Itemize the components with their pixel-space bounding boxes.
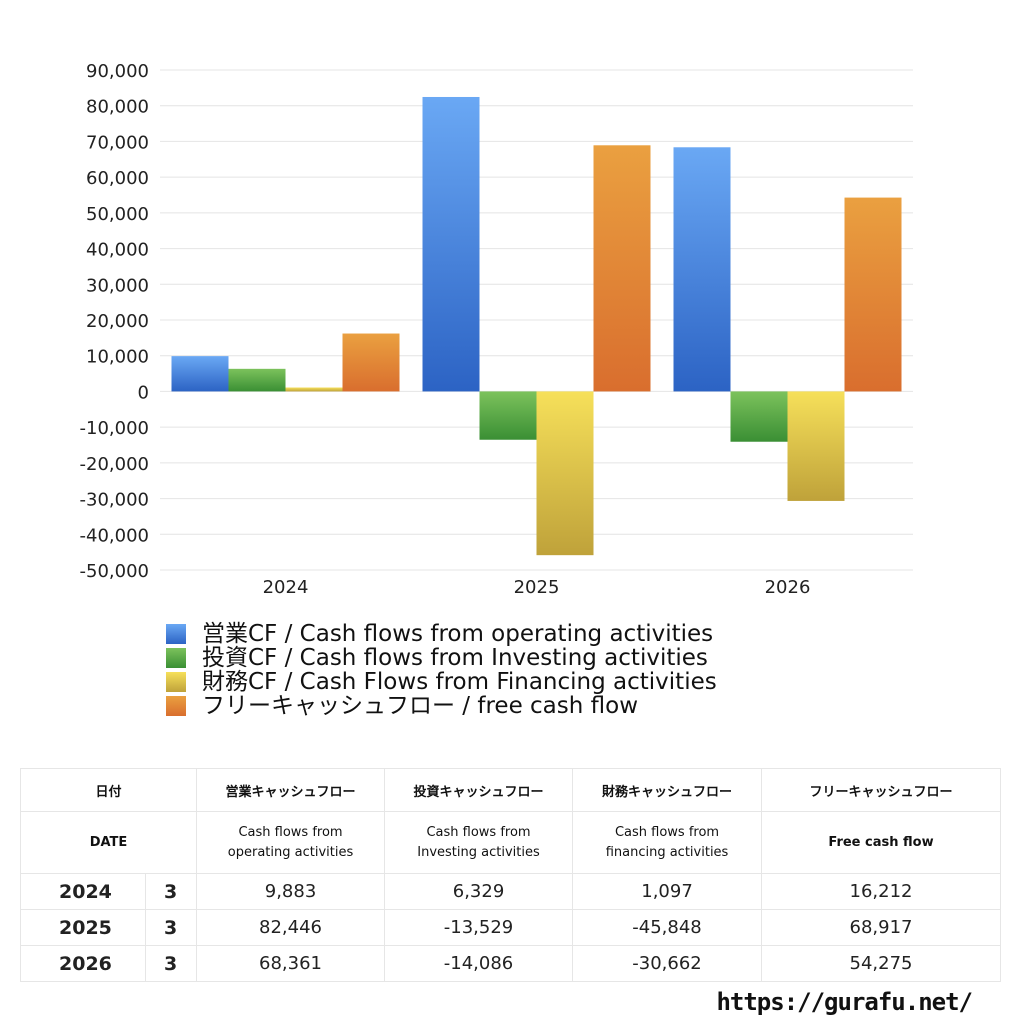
y-tick-label: 70,000 xyxy=(86,132,149,153)
row-month: 3 xyxy=(144,909,198,946)
header-free-jp: フリーキャッシュフロー xyxy=(761,768,1002,812)
row-financing: -30,662 xyxy=(572,945,763,982)
bar-2024-series-1 xyxy=(228,368,286,392)
y-tick-label: -20,000 xyxy=(80,454,149,475)
header-investing-en: Cash flows from Investing activities xyxy=(384,811,574,874)
site-credit: https://gurafu.net/ xyxy=(716,988,973,1016)
x-tick-label: 2024 xyxy=(263,577,309,598)
y-tick-label: 30,000 xyxy=(86,275,149,296)
header-investing-en-line1: Cash flows from xyxy=(426,824,531,840)
header-operating-en-line1: Cash flows from xyxy=(238,824,343,840)
row-investing: 6,329 xyxy=(384,873,574,910)
header-operating-en-line2: operating activities xyxy=(227,844,354,860)
legend-label-investing: 投資CF / Cash flows from Investing activit… xyxy=(202,645,708,671)
table-row: 2026 3 68,361 -14,086 -30,662 54,275 xyxy=(20,945,1002,982)
y-tick-label: 10,000 xyxy=(86,347,149,368)
bar-2025-series-0 xyxy=(422,96,480,392)
legend-swatch-financing xyxy=(166,672,186,692)
header-investing-en-line2: Investing activities xyxy=(417,844,540,860)
header-date-jp: 日付 xyxy=(19,768,198,812)
table-header-jp: 日付 営業キャッシュフロー 投資キャッシュフロー 財務キャッシュフロー フリーキ… xyxy=(19,768,1002,812)
x-tick-label: 2026 xyxy=(765,577,811,598)
y-axis-tick-labels: 90,000 80,000 70,000 60,000 50,000 40,000 30,0… xyxy=(80,61,149,582)
header-operating-jp: 営業キャッシュフロー xyxy=(196,768,386,812)
legend-item-operating: 営業CF / Cash flows from operating activit… xyxy=(166,622,717,646)
bar-2026-series-1 xyxy=(730,391,788,442)
row-year: 2026 xyxy=(20,945,146,982)
bar-2026-series-3 xyxy=(844,197,902,392)
row-investing: -14,086 xyxy=(384,945,574,982)
bar-2026-series-0 xyxy=(673,147,731,392)
y-tick-label: 0 xyxy=(138,382,149,403)
row-year: 2024 xyxy=(20,873,146,910)
table-header-en: DATE Cash flows from operating activities… xyxy=(19,811,1002,874)
legend-swatch-investing xyxy=(166,648,186,668)
legend-swatch-operating xyxy=(166,624,186,644)
legend-item-financing: 財務CF / Cash Flows from Financing activit… xyxy=(166,670,717,694)
header-financing-en-line2: financing activities xyxy=(605,844,729,860)
row-free: 16,212 xyxy=(761,873,1002,910)
header-date-en: DATE xyxy=(19,811,198,874)
legend-item-investing: 投資CF / Cash flows from Investing activit… xyxy=(166,646,717,670)
bar-2026-series-2 xyxy=(787,391,845,501)
row-operating: 82,446 xyxy=(196,909,386,946)
row-financing: -45,848 xyxy=(572,909,763,946)
row-operating: 9,883 xyxy=(196,873,386,910)
y-tick-label: 40,000 xyxy=(86,240,149,261)
y-tick-label: 90,000 xyxy=(86,61,149,82)
cash-flow-table: 日付 営業キャッシュフロー 投資キャッシュフロー 財務キャッシュフロー フリーキ… xyxy=(19,768,1002,982)
bar-2024-series-3 xyxy=(342,333,400,392)
y-tick-label: 20,000 xyxy=(86,311,149,332)
row-financing: 1,097 xyxy=(572,873,763,910)
legend-swatch-free xyxy=(166,696,186,716)
header-financing-jp: 財務キャッシュフロー xyxy=(572,768,763,812)
row-free: 54,275 xyxy=(761,945,1002,982)
legend-label-operating: 営業CF / Cash flows from operating activit… xyxy=(202,621,714,647)
row-investing: -13,529 xyxy=(384,909,574,946)
bar-2025-series-2 xyxy=(536,391,594,556)
bar-2024-series-2 xyxy=(285,387,343,392)
row-month: 3 xyxy=(144,873,198,910)
table-row: 2024 3 9,883 6,329 1,097 16,212 xyxy=(20,873,1002,910)
y-tick-label: -30,000 xyxy=(80,490,149,511)
chart-legend: 営業CF / Cash flows from operating activit… xyxy=(166,622,717,718)
bar-2024-series-0 xyxy=(171,356,229,392)
legend-label-financing: 財務CF / Cash Flows from Financing activit… xyxy=(202,669,717,695)
bars xyxy=(171,96,902,556)
y-tick-label: -40,000 xyxy=(80,525,149,546)
y-tick-label: -50,000 xyxy=(80,561,149,582)
header-financing-en-line1: Cash flows from xyxy=(614,824,720,840)
row-month: 3 xyxy=(144,945,198,982)
table-row: 2025 3 82,446 -13,529 -45,848 68,917 xyxy=(20,909,1002,946)
y-tick-label: -10,000 xyxy=(80,418,149,439)
y-tick-label: 60,000 xyxy=(86,168,149,189)
header-investing-jp: 投資キャッシュフロー xyxy=(384,768,574,812)
bar-2025-series-1 xyxy=(479,391,537,440)
x-axis-tick-labels: 2024 2025 2026 xyxy=(263,577,811,598)
y-tick-label: 50,000 xyxy=(86,204,149,225)
row-operating: 68,361 xyxy=(196,945,386,982)
legend-label-free: フリーキャッシュフロー / free cash flow xyxy=(202,693,639,719)
header-financing-en: Cash flows from financing activities xyxy=(572,811,763,874)
header-operating-en: Cash flows from operating activities xyxy=(196,811,386,874)
legend-item-free: フリーキャッシュフロー / free cash flow xyxy=(166,694,717,718)
header-free-en: Free cash flow xyxy=(761,811,1002,874)
x-tick-label: 2025 xyxy=(514,577,560,598)
cash-flow-bar-chart: 90,000 80,000 70,000 60,000 50,000 40,000 30,0… xyxy=(80,61,913,598)
bar-2025-series-3 xyxy=(593,145,651,392)
row-free: 68,917 xyxy=(761,909,1002,946)
row-year: 2025 xyxy=(20,909,146,946)
y-tick-label: 80,000 xyxy=(86,97,149,118)
